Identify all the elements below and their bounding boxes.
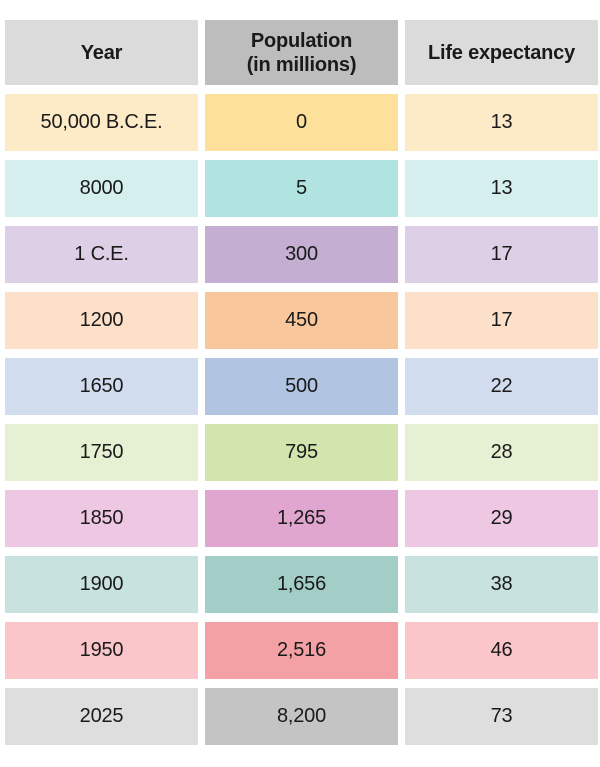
cell-year-row-4: 1650	[5, 358, 198, 415]
cell-population-row-9: 8,200	[205, 688, 398, 745]
cell-population-row-0: 0	[205, 94, 398, 151]
header-life-expectancy: Life expectancy	[405, 20, 598, 85]
cell-year-row-3: 1200	[5, 292, 198, 349]
cell-life-expectancy-row-2: 17	[405, 226, 598, 283]
cell-year-row-0: 50,000 B.C.E.	[5, 94, 198, 151]
cell-year-row-2: 1 C.E.	[5, 226, 198, 283]
cell-life-expectancy-row-7: 38	[405, 556, 598, 613]
cell-year-row-5: 1750	[5, 424, 198, 481]
cell-life-expectancy-row-3: 17	[405, 292, 598, 349]
cell-year-row-6: 1850	[5, 490, 198, 547]
cell-population-row-8: 2,516	[205, 622, 398, 679]
cell-year-row-7: 1900	[5, 556, 198, 613]
cell-year-row-8: 1950	[5, 622, 198, 679]
cell-life-expectancy-row-8: 46	[405, 622, 598, 679]
cell-population-row-6: 1,265	[205, 490, 398, 547]
cell-year-row-1: 8000	[5, 160, 198, 217]
cell-life-expectancy-row-0: 13	[405, 94, 598, 151]
header-year: Year	[5, 20, 198, 85]
header-population: Population (in millions)	[205, 20, 398, 85]
cell-life-expectancy-row-1: 13	[405, 160, 598, 217]
cell-population-row-3: 450	[205, 292, 398, 349]
cell-life-expectancy-row-5: 28	[405, 424, 598, 481]
cell-life-expectancy-row-4: 22	[405, 358, 598, 415]
cell-population-row-7: 1,656	[205, 556, 398, 613]
cell-population-row-2: 300	[205, 226, 398, 283]
cell-year-row-9: 2025	[5, 688, 198, 745]
cell-population-row-1: 5	[205, 160, 398, 217]
cell-life-expectancy-row-6: 29	[405, 490, 598, 547]
cell-life-expectancy-row-9: 73	[405, 688, 598, 745]
cell-population-row-5: 795	[205, 424, 398, 481]
cell-population-row-4: 500	[205, 358, 398, 415]
